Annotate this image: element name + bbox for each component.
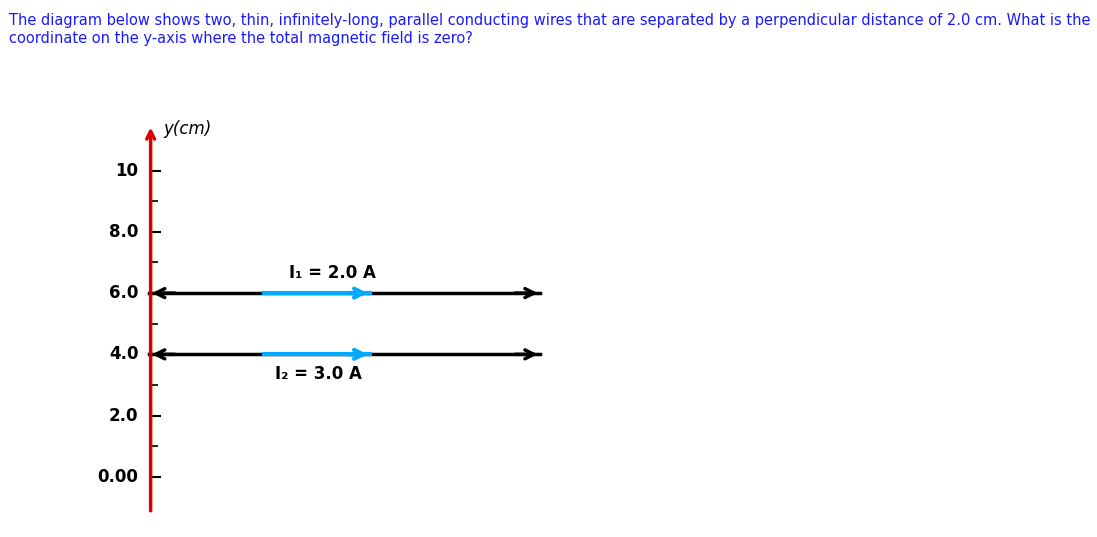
Text: I₂ = 3.0 A: I₂ = 3.0 A <box>274 365 362 383</box>
Text: 8.0: 8.0 <box>110 223 138 241</box>
Text: The diagram below shows two, thin, infinitely-long, parallel conducting wires th: The diagram below shows two, thin, infin… <box>9 13 1090 46</box>
Text: 0.00: 0.00 <box>98 468 138 486</box>
Text: I₁ = 2.0 A: I₁ = 2.0 A <box>289 264 376 282</box>
Text: 4.0: 4.0 <box>109 345 138 364</box>
Text: 6.0: 6.0 <box>110 284 138 302</box>
Text: 10: 10 <box>115 162 138 179</box>
Text: y(cm): y(cm) <box>163 120 212 138</box>
Text: 2.0: 2.0 <box>109 407 138 425</box>
